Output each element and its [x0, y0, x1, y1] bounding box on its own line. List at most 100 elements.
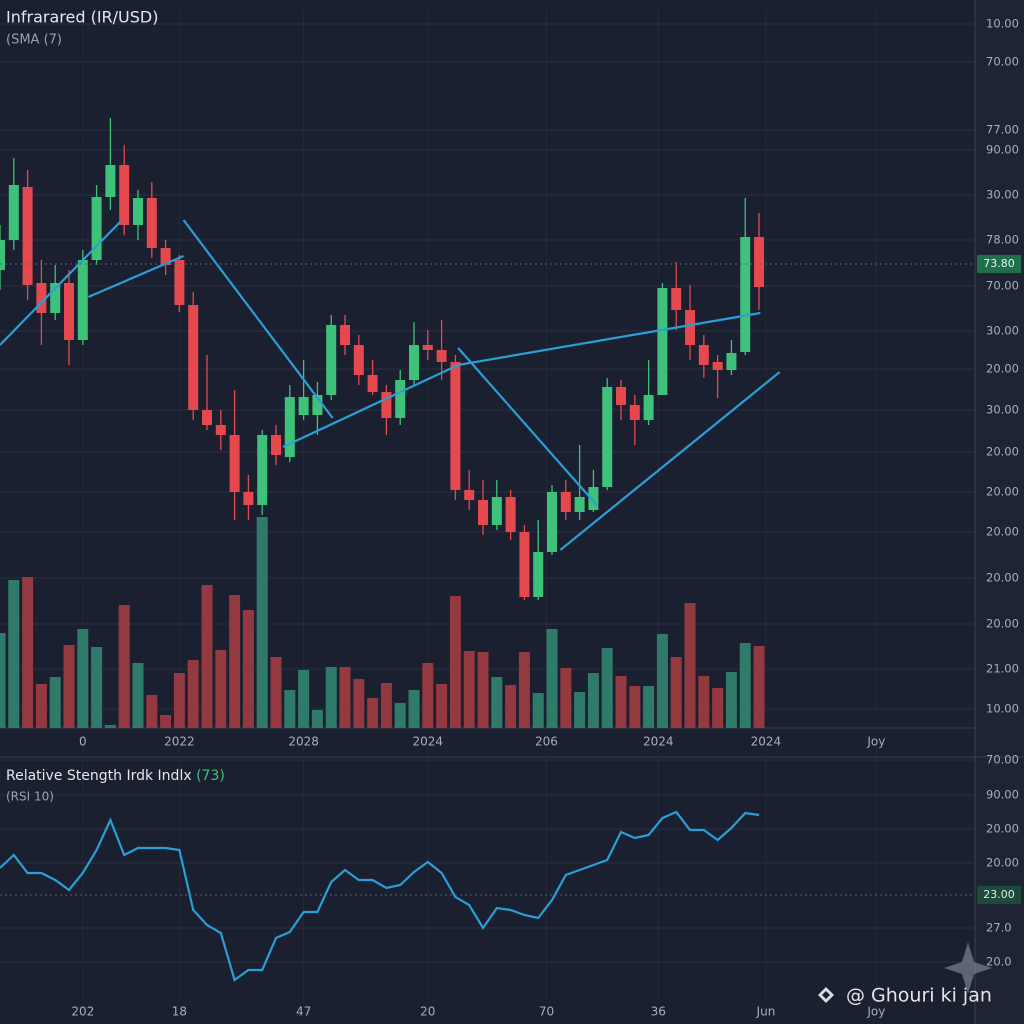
- volume-bar: [353, 679, 365, 728]
- volume-bar: [146, 695, 158, 728]
- volume-bar: [256, 517, 268, 728]
- volume-bar: [49, 677, 61, 728]
- volume-bar: [229, 595, 241, 728]
- y-tick-label: 20.00: [986, 485, 1019, 499]
- candle-body: [547, 492, 558, 552]
- candle-body: [588, 487, 599, 510]
- x-tick-label: Joy: [866, 1005, 885, 1019]
- y-tick-label: 20.00: [986, 571, 1019, 585]
- volume-bar: [436, 684, 448, 728]
- y-tick-label: 30.00: [986, 188, 1019, 202]
- candle-body: [671, 288, 682, 310]
- volume-bar: [753, 646, 765, 728]
- volume-bar: [104, 725, 116, 728]
- x-tick-label: Joy: [866, 735, 885, 749]
- watermark: @ Ghouri ki jan: [846, 985, 992, 1007]
- y-tick-label: 20.00: [986, 445, 1019, 459]
- candle-body: [395, 380, 406, 418]
- rsi-line: [0, 810, 760, 982]
- candle-body: [77, 260, 88, 340]
- candle-body: [436, 350, 447, 362]
- price-marker-label: 73.80: [983, 257, 1015, 270]
- rsi-title: Relative Stength Irdk Indlx (73): [6, 768, 225, 784]
- volume-bar: [201, 585, 213, 728]
- volume-bar: [270, 657, 282, 728]
- y-tick-label: 30.00: [986, 403, 1019, 417]
- trend-line: [0, 221, 121, 346]
- volume-bar: [725, 672, 737, 728]
- y-tick-label: 10.00: [986, 702, 1019, 716]
- volume-bar: [408, 690, 420, 728]
- y-tick-label: 20.00: [986, 822, 1019, 836]
- volume-bar: [187, 660, 199, 728]
- chart-subtitle: (SMA (7): [6, 33, 62, 48]
- x-tick-label: 2024: [643, 735, 674, 749]
- volume-bar: [629, 686, 641, 728]
- volume-bar: [643, 686, 655, 728]
- volume-bar: [394, 703, 406, 728]
- y-tick-label: 70.00: [986, 279, 1019, 293]
- candle-body: [229, 435, 240, 492]
- rsi-subtitle: (RSI 10): [6, 790, 54, 804]
- volume-bar: [684, 603, 696, 728]
- volume-bar: [380, 683, 392, 728]
- watermark-star: [944, 942, 992, 994]
- volume-bar: [670, 657, 682, 728]
- volume-bar: [160, 715, 172, 728]
- price-axis-bg: [975, 0, 1024, 1024]
- candle-body: [698, 345, 709, 365]
- volume-bar: [560, 668, 572, 728]
- candle-body: [450, 362, 461, 490]
- candle-body: [560, 492, 571, 512]
- y-tick-label: 10.00: [986, 17, 1019, 31]
- candle-body: [505, 497, 516, 532]
- candle-body: [105, 165, 116, 197]
- candle-body: [91, 197, 102, 260]
- candle-body: [616, 387, 627, 405]
- candle-body: [464, 490, 475, 500]
- candle-body: [712, 362, 723, 370]
- volume-bar: [35, 684, 47, 728]
- y-tick-label: 30.00: [986, 324, 1019, 338]
- volume-bar: [574, 692, 586, 728]
- x-tick-label: 0: [79, 735, 87, 749]
- rsi-title-text: Relative Stength Irdk Indlx: [6, 768, 192, 784]
- volume-bar: [284, 690, 296, 728]
- x-tick-label: 2022: [164, 735, 195, 749]
- candle-body: [298, 397, 309, 415]
- y-tick-label: 77.00: [986, 123, 1019, 137]
- y-tick-label: 90.00: [986, 143, 1019, 157]
- y-tick-label: 20.00: [986, 525, 1019, 539]
- candle-body: [657, 288, 668, 395]
- y-tick-label: 90.00: [986, 788, 1019, 802]
- candle-body: [50, 283, 61, 313]
- volume-bar: [463, 651, 475, 728]
- volume-bar: [8, 580, 20, 728]
- volume-bar: [505, 685, 517, 728]
- candle-body: [8, 185, 19, 240]
- volume-bar: [546, 629, 558, 728]
- candle-body: [174, 260, 185, 305]
- candle-body: [188, 305, 199, 410]
- candle-body: [381, 392, 392, 418]
- candle-body: [629, 405, 640, 420]
- volume-bar: [422, 663, 434, 728]
- volume-bar: [339, 667, 351, 728]
- candle-body: [740, 237, 751, 352]
- volume-bar: [22, 577, 34, 728]
- candle-body: [257, 435, 268, 505]
- candle-body: [64, 283, 75, 340]
- candle-body: [754, 237, 765, 287]
- y-tick-label: 21.00: [986, 662, 1019, 676]
- volume-bar: [698, 676, 710, 728]
- volume-bar: [656, 634, 668, 728]
- volume-bar: [367, 698, 379, 728]
- candle-body: [367, 375, 378, 392]
- y-tick-label: 20.00: [986, 362, 1019, 376]
- plot-layer: 10.00 70.00 77.00 90.00 30.00 78.00 70.00 30.00…: [0, 10, 1021, 1019]
- candle-body: [326, 325, 337, 395]
- trend-line: [457, 347, 599, 507]
- candle-body: [160, 248, 171, 265]
